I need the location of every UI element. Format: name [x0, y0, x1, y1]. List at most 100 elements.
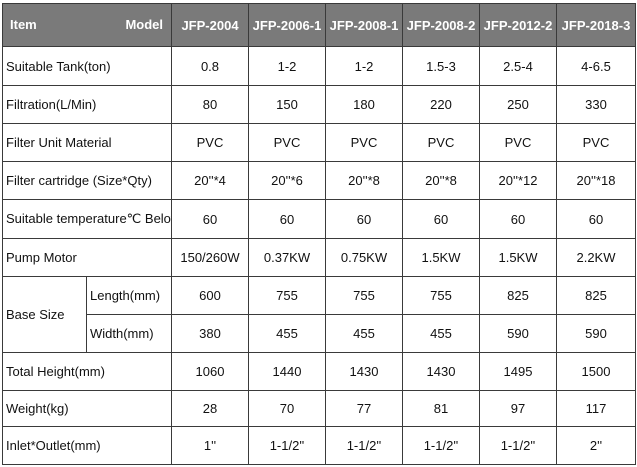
table-cell: 825	[556, 276, 636, 315]
table-cell: 1-1/2''	[402, 426, 480, 465]
table-cell: 77	[325, 390, 403, 427]
table-cell: 20''*4	[171, 161, 249, 200]
model-header: JFP-2008-1	[325, 3, 403, 47]
table-row: Pump Motor 150/260W 0.37KW 0.75KW 1.5KW …	[2, 238, 636, 277]
table-row: Suitable Tank(ton) 0.8 1-2 1-2 1.5-3 2.5…	[2, 46, 636, 86]
table-row: Suitable temperature℃ Below 60 60 60 60 …	[2, 199, 636, 239]
table-cell: 1-2	[325, 46, 403, 86]
row-label: Suitable temperature℃ Below	[2, 199, 172, 239]
row-label: Pump Motor	[2, 238, 172, 277]
table-cell: 1.5-3	[402, 46, 480, 86]
table-cell: 600	[171, 276, 249, 315]
spec-table: Item Model JFP-2004 JFP-2006-1 JFP-2008-…	[2, 3, 636, 465]
table-cell: 60	[479, 199, 557, 239]
table-cell: 755	[402, 276, 480, 315]
table-cell: PVC	[556, 123, 636, 162]
row-label: Filter Unit Material	[2, 123, 172, 162]
table-cell: 180	[325, 85, 403, 124]
model-header: JFP-2012-2	[479, 3, 557, 47]
table-cell: 4-6.5	[556, 46, 636, 86]
table-row: Total Height(mm) 1060 1440 1430 1430 149…	[2, 352, 636, 391]
table-cell: 20''*8	[325, 161, 403, 200]
table-cell: 81	[402, 390, 480, 427]
table-cell: 1-1/2''	[248, 426, 326, 465]
header-item-label: Item	[10, 17, 37, 32]
table-cell: 97	[479, 390, 557, 427]
row-label: Weight(kg)	[2, 390, 172, 427]
table-cell: 0.75KW	[325, 238, 403, 277]
table-cell: 20''*18	[556, 161, 636, 200]
table-cell: 60	[248, 199, 326, 239]
table-cell: 755	[325, 276, 403, 315]
row-sublabel: Width(mm)	[86, 314, 172, 353]
row-sublabel: Length(mm)	[86, 276, 172, 315]
table-cell: 220	[402, 85, 480, 124]
table-row: Filter Unit Material PVC PVC PVC PVC PVC…	[2, 123, 636, 162]
table-cell: 28	[171, 390, 249, 427]
table-cell: 2.2KW	[556, 238, 636, 277]
model-header: JFP-2008-2	[402, 3, 480, 47]
table-cell: 60	[402, 199, 480, 239]
table-cell: 1440	[248, 352, 326, 391]
table-cell: 20''*8	[402, 161, 480, 200]
table-cell: 60	[171, 199, 249, 239]
table-cell: 0.37KW	[248, 238, 326, 277]
table-cell: 1.5KW	[479, 238, 557, 277]
table-cell: 60	[556, 199, 636, 239]
table-cell: 1.5KW	[402, 238, 480, 277]
table-cell: 20''*12	[479, 161, 557, 200]
table-cell: 20''*6	[248, 161, 326, 200]
header-model-label: Model	[125, 17, 163, 32]
table-cell: 455	[325, 314, 403, 353]
table-cell: 330	[556, 85, 636, 124]
table-cell: 150/260W	[171, 238, 249, 277]
table-cell: 590	[479, 314, 557, 353]
model-header: JFP-2018-3	[556, 3, 636, 47]
table-cell: 1430	[402, 352, 480, 391]
header-item-model-cell: Item Model	[2, 3, 172, 47]
table-cell: 1-1/2''	[325, 426, 403, 465]
table-cell: 1495	[479, 352, 557, 391]
table-cell: PVC	[479, 123, 557, 162]
table-cell: 1-1/2''	[479, 426, 557, 465]
row-group-label: Base Size	[2, 276, 87, 353]
table-cell: 0.8	[171, 46, 249, 86]
table-cell: 150	[248, 85, 326, 124]
table-row: Filtration(L/Min) 80 150 180 220 250 330	[2, 85, 636, 124]
table-row: Weight(kg) 28 70 77 81 97 117	[2, 390, 636, 427]
table-row: Base Size Length(mm) 600 755 755 755 825…	[2, 276, 636, 353]
table-cell: PVC	[402, 123, 480, 162]
table-cell: 1-2	[248, 46, 326, 86]
table-cell: 590	[556, 314, 636, 353]
table-cell: 1''	[171, 426, 249, 465]
table-cell: 60	[325, 199, 403, 239]
table-cell: 117	[556, 390, 636, 427]
table-cell: 80	[171, 85, 249, 124]
table-cell: 755	[248, 276, 326, 315]
table-cell: 1060	[171, 352, 249, 391]
table-cell: 2.5-4	[479, 46, 557, 86]
table-cell: 2''	[556, 426, 636, 465]
header-row: Item Model JFP-2004 JFP-2006-1 JFP-2008-…	[2, 3, 636, 47]
table-row: Inlet*Outlet(mm) 1'' 1-1/2'' 1-1/2'' 1-1…	[2, 426, 636, 465]
table-cell: 1500	[556, 352, 636, 391]
table-cell: 1430	[325, 352, 403, 391]
table-cell: 455	[402, 314, 480, 353]
row-label: Suitable Tank(ton)	[2, 46, 172, 86]
table-cell: 70	[248, 390, 326, 427]
model-header: JFP-2004	[171, 3, 249, 47]
row-label: Inlet*Outlet(mm)	[2, 426, 172, 465]
table-row: Width(mm) 380 455 455 455 590 590	[3, 314, 636, 353]
table-cell: PVC	[171, 123, 249, 162]
table-cell: PVC	[248, 123, 326, 162]
table-cell: 250	[479, 85, 557, 124]
table-cell: 455	[248, 314, 326, 353]
table-row: Filter cartridge (Size*Qty) 20''*4 20''*…	[2, 161, 636, 200]
row-label: Filtration(L/Min)	[2, 85, 172, 124]
row-label: Filter cartridge (Size*Qty)	[2, 161, 172, 200]
table-cell: 380	[171, 314, 249, 353]
table-cell: PVC	[325, 123, 403, 162]
table-cell: 825	[479, 276, 557, 315]
row-label: Total Height(mm)	[2, 352, 172, 391]
model-header: JFP-2006-1	[248, 3, 326, 47]
